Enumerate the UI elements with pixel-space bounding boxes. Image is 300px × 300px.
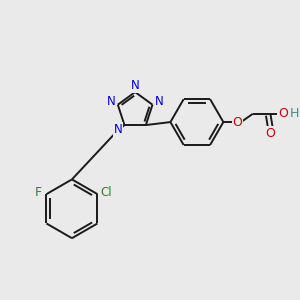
Text: H: H xyxy=(290,107,299,120)
Text: N: N xyxy=(131,79,140,92)
Text: O: O xyxy=(232,116,242,129)
Text: O: O xyxy=(266,127,275,140)
Text: F: F xyxy=(35,186,42,199)
Text: N: N xyxy=(154,95,163,108)
Text: N: N xyxy=(114,123,122,136)
Text: N: N xyxy=(106,95,115,108)
Text: O: O xyxy=(278,107,288,120)
Text: Cl: Cl xyxy=(100,186,112,199)
